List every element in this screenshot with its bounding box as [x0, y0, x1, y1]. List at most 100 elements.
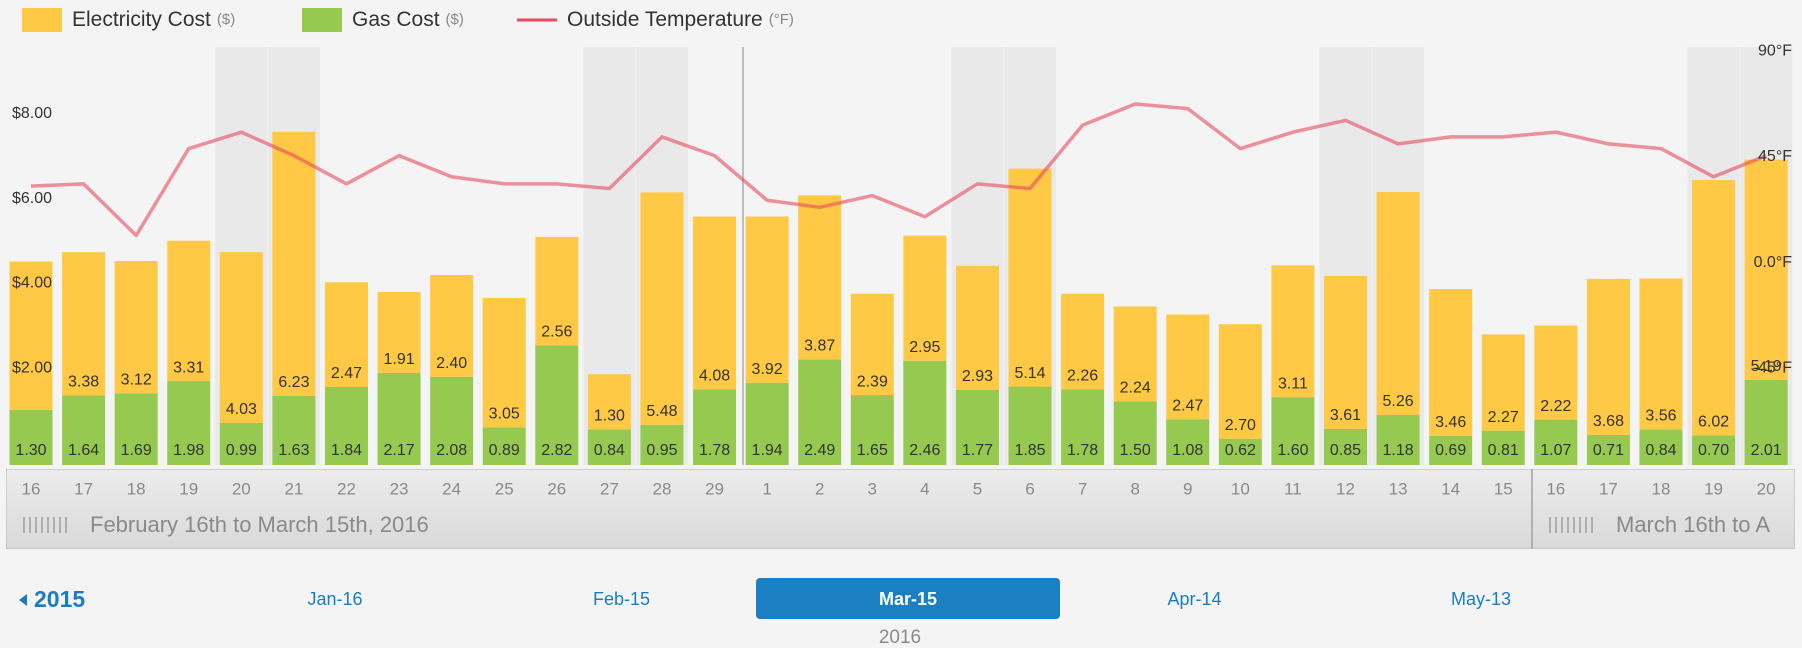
bar-segment	[587, 429, 631, 465]
bar-segment	[1218, 324, 1262, 439]
value-label: 1.91	[383, 351, 414, 368]
x-tick-label: 25	[495, 479, 514, 498]
month-link[interactable]: Apr-14	[1167, 589, 1221, 609]
value-label: 0.95	[646, 442, 677, 459]
x-tick-label: 14	[1441, 479, 1460, 498]
x-tick-label: 11	[1284, 479, 1302, 498]
y-tick-label: $4.00	[12, 275, 52, 292]
selected-month[interactable]	[756, 578, 1060, 619]
value-label: 1.84	[331, 442, 362, 459]
y-tick-label: $6.00	[12, 190, 52, 207]
value-label: 4.03	[226, 401, 257, 418]
x-tick-label: 2	[815, 479, 824, 498]
bar-segment	[903, 360, 947, 465]
bar-segment	[272, 131, 316, 396]
value-label: 0.62	[1225, 442, 1256, 459]
x-tick-label: 8	[1130, 479, 1139, 498]
value-label: 2.70	[1225, 417, 1256, 434]
bar-segment	[1744, 159, 1788, 380]
bar-segment	[745, 216, 789, 383]
y2-tick-label: 45°F	[1758, 148, 1792, 165]
bar-segment	[1008, 386, 1052, 465]
x-tick-label: 16	[22, 479, 41, 498]
value-label: 6.23	[278, 374, 309, 391]
value-label: 1.30	[594, 408, 625, 425]
x-tick-label: 5	[973, 479, 982, 498]
value-label: 2.47	[1172, 397, 1203, 414]
timeline-nav: 2015 2016 Jan-16 Feb-15 Mar-15 Apr-14 May-13	[19, 578, 1511, 648]
bar-segment	[693, 216, 737, 390]
bar-segment	[62, 395, 106, 465]
value-label: 0.84	[594, 442, 625, 459]
x-tick-label: 12	[1336, 479, 1355, 498]
value-label: 5.26	[1383, 393, 1414, 410]
month-link[interactable]: May-13	[1451, 589, 1511, 609]
value-label: 0.81	[1488, 442, 1519, 459]
bar-segment	[1639, 278, 1683, 430]
bar-segment	[693, 389, 737, 465]
value-label: 2.47	[331, 365, 362, 382]
bar-segment	[1113, 401, 1157, 465]
value-label: 1.64	[68, 442, 99, 459]
bar-segment	[1218, 438, 1262, 465]
x-tick-label: 24	[442, 479, 461, 498]
value-label: 1.63	[278, 442, 309, 459]
month-link[interactable]: Mar-15	[879, 589, 937, 609]
bar-segment	[1534, 325, 1578, 420]
bar-segment	[219, 423, 263, 465]
month-link[interactable]: Feb-15	[593, 589, 650, 609]
bar-segment	[377, 292, 421, 373]
x-tick-label: 3	[868, 479, 877, 498]
value-label: 3.87	[804, 338, 835, 355]
value-label: 1.08	[1172, 442, 1203, 459]
x-tick-label: 20	[232, 479, 251, 498]
bar-segment	[324, 282, 368, 387]
value-label: 1.78	[699, 442, 730, 459]
month-link[interactable]: Jan-16	[307, 589, 362, 609]
value-label: 0.85	[1330, 442, 1361, 459]
bar-segment	[535, 345, 579, 465]
legend-entry: Gas Cost ($)	[352, 8, 464, 31]
bar-segment	[1324, 428, 1367, 465]
strip-background	[6, 469, 1795, 549]
value-label: 1.77	[962, 442, 993, 459]
prev-year[interactable]: 2015	[34, 586, 85, 612]
value-label: 1.98	[173, 442, 204, 459]
axes: $2.00 $4.00 $6.00 $8.00 -45°F 0.0°F 45°F 90°F	[12, 43, 1792, 377]
value-label: 2.46	[909, 442, 940, 459]
bar-segment	[377, 372, 421, 465]
value-label: 2.27	[1488, 409, 1519, 426]
x-tick-label: 23	[390, 479, 409, 498]
bar-segment	[1481, 430, 1525, 465]
value-label: 2.95	[909, 339, 940, 356]
legend-unit: ($)	[217, 11, 235, 28]
bar-segment	[640, 424, 684, 465]
x-tick-label: 15	[1494, 479, 1513, 498]
bar-segment	[850, 395, 894, 465]
value-label: 0.70	[1698, 442, 1729, 459]
value-label: 1.60	[1277, 442, 1308, 459]
bar-segment	[482, 297, 526, 428]
legend-name: Outside Temperature	[567, 8, 763, 31]
bar-segment	[1429, 289, 1473, 436]
bar-segment	[1744, 379, 1788, 465]
prev-arrow[interactable]	[19, 594, 27, 606]
x-tick-label: 9	[1183, 479, 1192, 498]
bar-segment	[167, 240, 211, 382]
value-label: 2.26	[1067, 368, 1098, 385]
bar-segment	[798, 359, 842, 465]
value-label: 3.61	[1330, 407, 1361, 424]
legend-unit: (°F)	[769, 11, 794, 28]
value-label: 3.31	[173, 359, 204, 376]
value-label: 2.17	[383, 442, 414, 459]
bar-segment	[1586, 434, 1630, 465]
legend-name: Electricity Cost	[72, 8, 211, 31]
value-label: 2.22	[1540, 398, 1571, 415]
value-label: 1.30	[15, 442, 46, 459]
value-label: 2.49	[804, 442, 835, 459]
value-label: 1.65	[857, 442, 888, 459]
bar-segment	[114, 393, 158, 465]
bar-segment	[1639, 429, 1683, 465]
